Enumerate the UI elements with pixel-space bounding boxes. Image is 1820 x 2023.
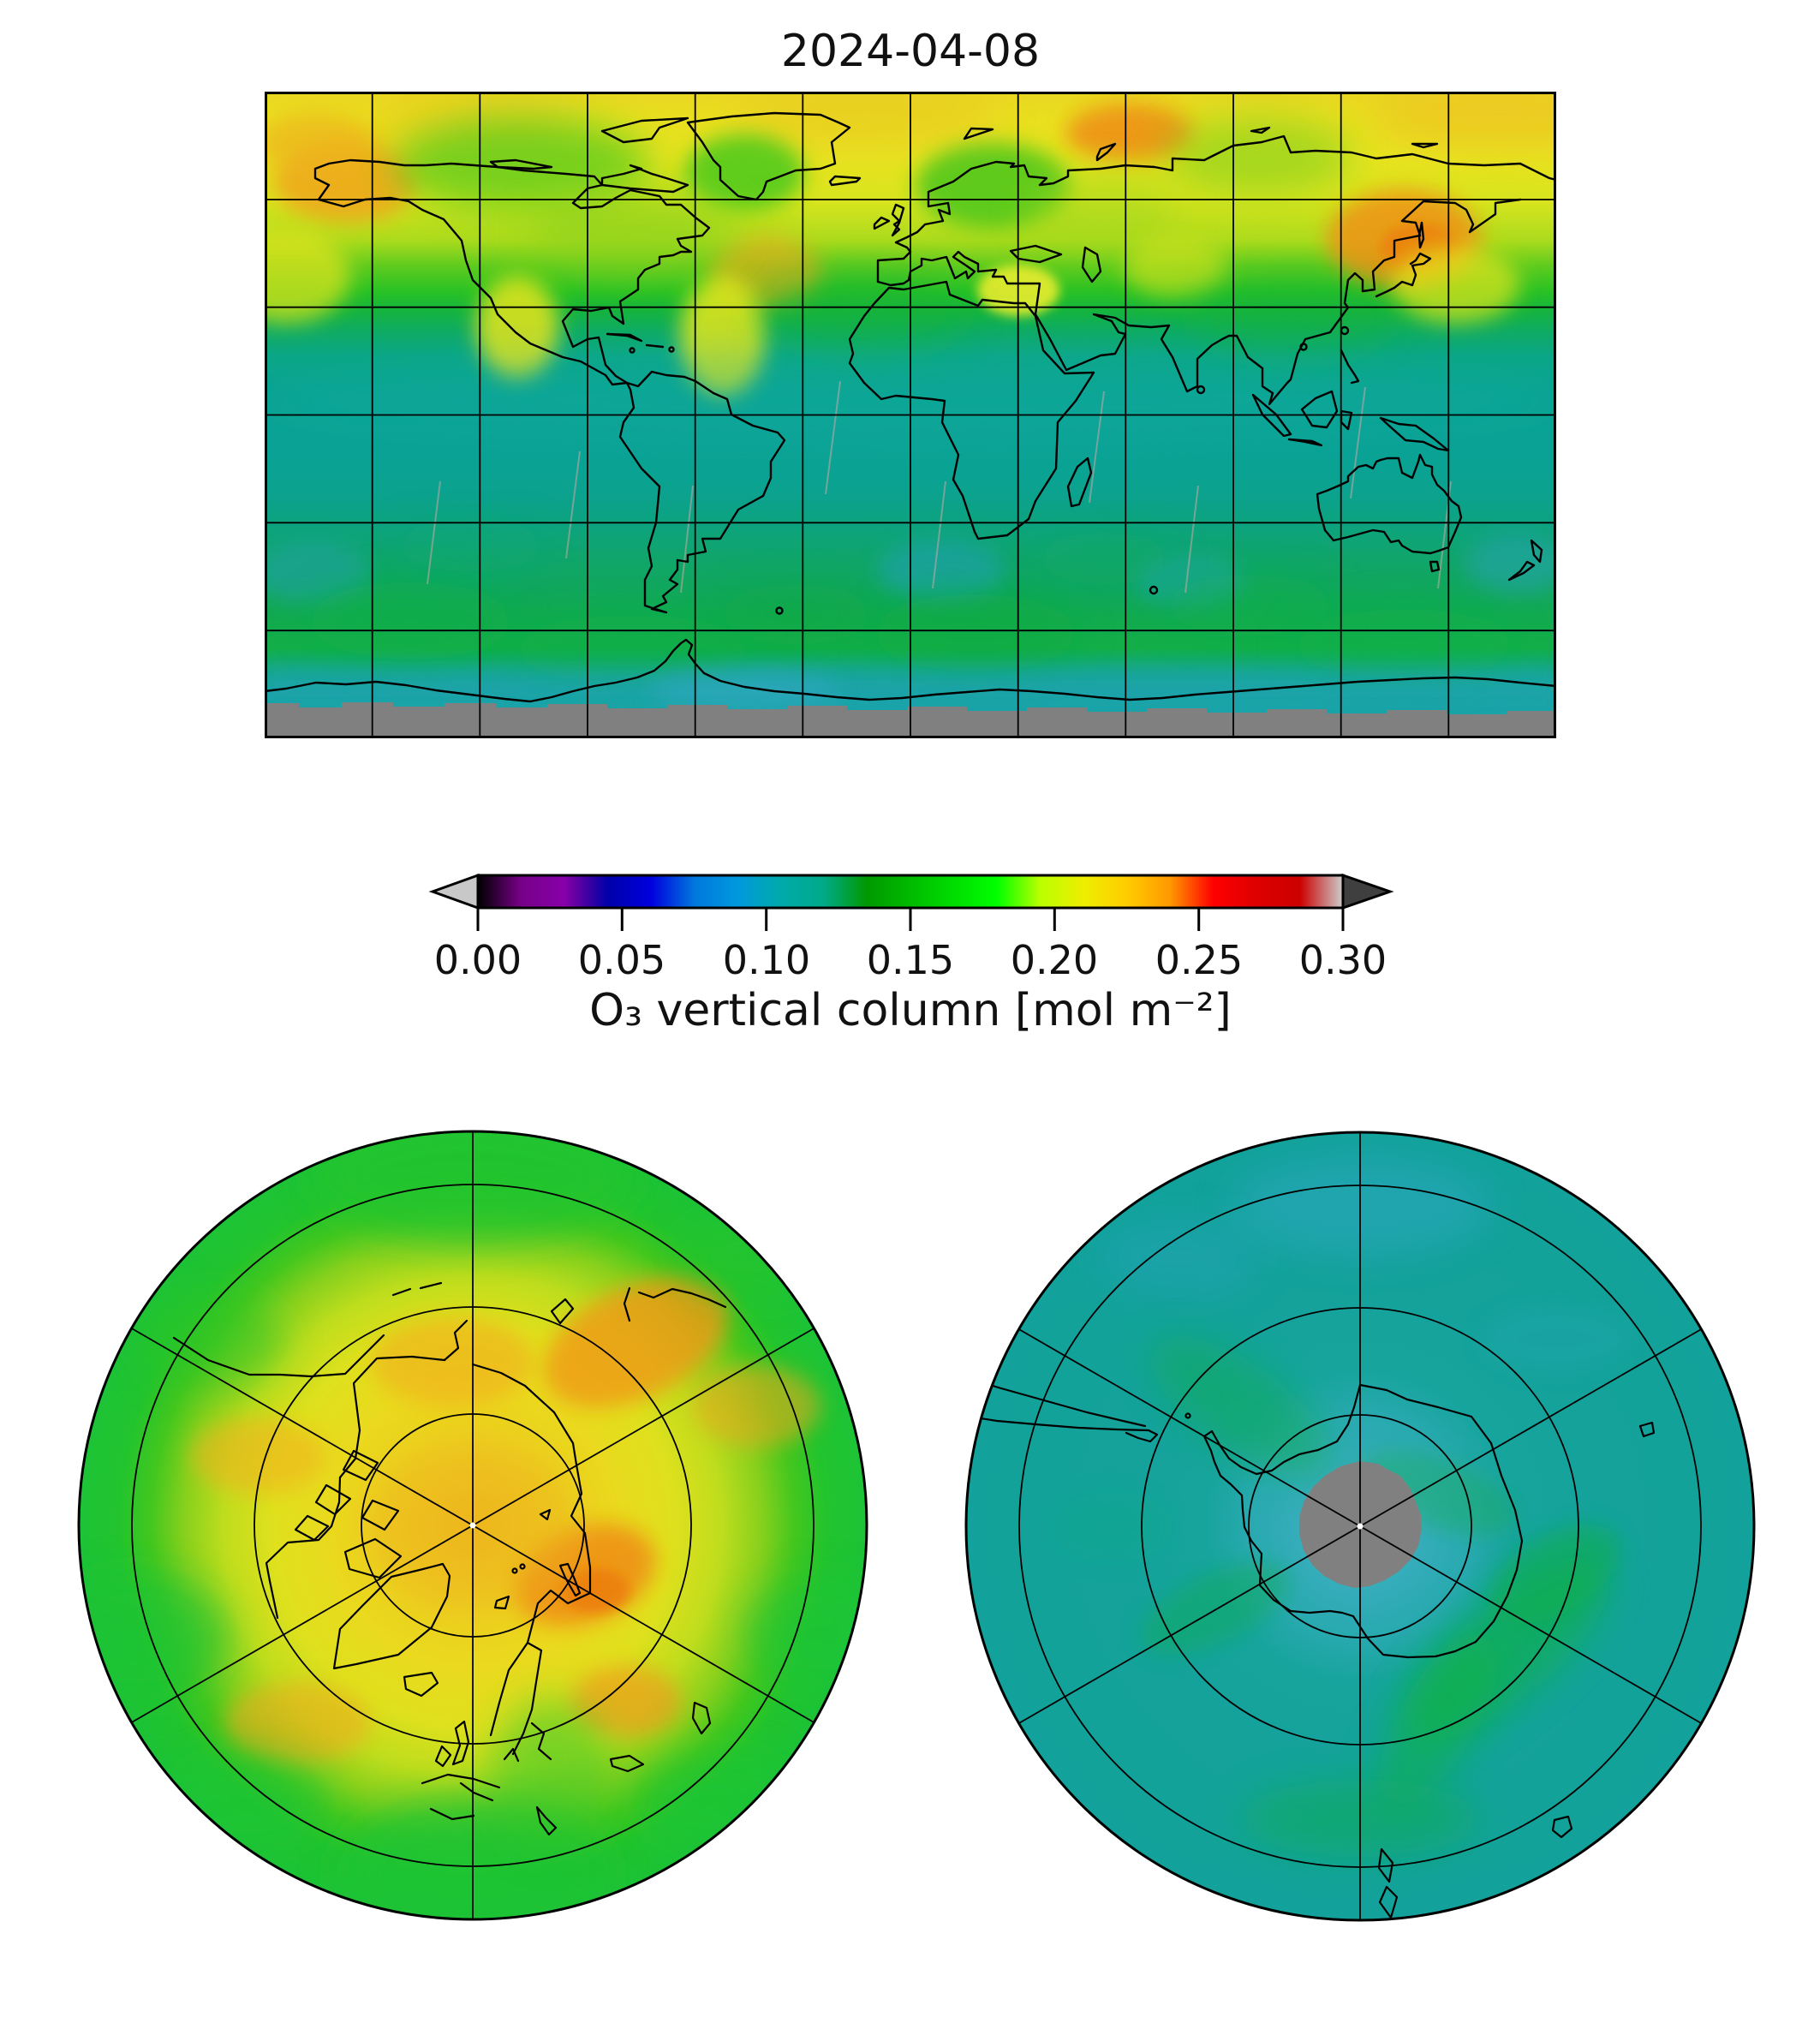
south-panel-border [964,1131,1756,1922]
colorbar-tick-label: 0.15 [866,937,955,983]
colorbar-gradient-bar [476,874,1345,910]
south-ozone-patches [1053,1159,1635,1857]
ozone-field-patches [265,92,1556,713]
swath-streak-artifacts [427,380,1452,594]
colorbar-tick-label: 0.05 [577,937,666,983]
north-coastlines [172,1281,727,1836]
north-pole-marker [469,1522,476,1529]
colorbar-axis-label: O₃ vertical column [mol m⁻²] [589,985,1232,1036]
colorbar-tick-marks [476,908,1345,931]
coastlines [265,111,1556,703]
south-pole-marker [1357,1523,1364,1530]
colorbar-tick-label: 0.20 [1010,937,1099,983]
north-polar-panel [77,1130,868,1921]
colorbar-under-arrow [428,873,480,910]
gridlines [265,92,1556,738]
colorbar-over-arrow [1341,873,1394,910]
south-polar-panel [964,1131,1756,1922]
colorbar-tick-label: 0.10 [722,937,811,983]
map-border [265,92,1556,738]
colorbar-tick-label: 0.30 [1298,937,1387,983]
south-coastlines [966,1376,1656,1919]
colorbar-tick-label: 0.25 [1155,937,1244,983]
figure-title: 2024-04-08 [780,26,1041,77]
colorbar [428,873,1394,931]
north-panel-border [77,1130,868,1921]
north-ozone-patches [79,1131,867,1919]
colorbar-tick-label: 0.00 [433,937,522,983]
global-map-panel [265,92,1556,738]
